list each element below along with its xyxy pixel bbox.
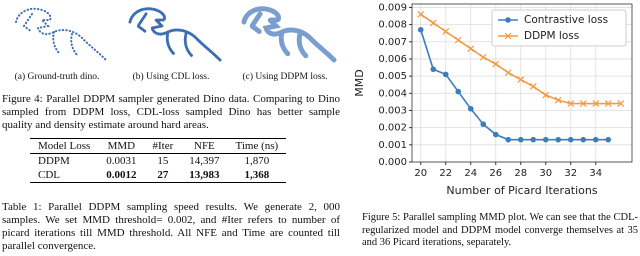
table-caption: Table 1: Parallel DDPM sampling speed re… — [2, 201, 340, 252]
x-tick-label: 32 — [564, 168, 577, 179]
marker — [505, 136, 512, 143]
marker — [504, 69, 512, 77]
marker — [567, 136, 574, 143]
marker — [605, 136, 612, 143]
figure-caption: Figure 5: Parallel sampling MMD plot. We… — [362, 212, 638, 248]
cell: 1,870 — [244, 155, 270, 167]
marker — [479, 53, 487, 61]
y-tick-label: 0.004 — [378, 88, 407, 99]
cell: 13,983 — [189, 169, 220, 181]
y-tick-label: 0.002 — [378, 123, 407, 134]
marker — [554, 96, 562, 104]
marker — [454, 36, 462, 44]
y-tick-label: 0.003 — [378, 105, 407, 116]
marker — [592, 136, 599, 143]
y-tick-label: 0.007 — [378, 37, 407, 48]
y-tick-label: 0.001 — [378, 140, 407, 151]
marker — [480, 121, 487, 128]
dino-ground-truth — [15, 7, 107, 61]
marker — [504, 32, 512, 40]
cell: 27 — [157, 169, 169, 181]
cell: 1,368 — [244, 169, 270, 181]
subcaption: (c) Using DDPM loss. — [242, 72, 328, 82]
marker — [467, 105, 474, 112]
cell: 0.0031 — [106, 155, 137, 167]
x-axis-label: Number of Picard Iterations — [446, 184, 597, 197]
header-cell: NFE — [194, 140, 215, 152]
marker — [442, 28, 450, 35]
dino-cdl — [128, 7, 222, 62]
results-table: Model Loss MMD #Iter NFE Time (ns) DDPM … — [30, 138, 287, 183]
header-cell: Model Loss — [38, 140, 91, 152]
y-axis-label: MMD — [353, 69, 366, 96]
subcaption: (a) Ground-truth dino. — [14, 72, 100, 82]
marker — [592, 100, 600, 108]
marker — [529, 83, 537, 90]
marker — [492, 60, 500, 68]
y-tick-label: 0.006 — [378, 54, 407, 65]
marker — [530, 136, 537, 143]
header-cell: MMD — [107, 140, 136, 152]
x-tick-label: 24 — [464, 168, 477, 179]
marker — [517, 136, 524, 143]
figure-caption: Figure 4: Parallel DDPM sampler generate… — [2, 93, 340, 131]
plot-frame — [411, 3, 633, 163]
subcaption: (b) Using CDL loss. — [132, 72, 210, 82]
y-tick-label: 0.009 — [378, 2, 407, 13]
marker — [604, 100, 612, 108]
header-cell: #Iter — [152, 140, 174, 152]
x-tick-label: 34 — [589, 168, 602, 179]
marker — [429, 19, 437, 27]
dino-images — [15, 0, 345, 70]
marker — [417, 26, 424, 33]
marker — [542, 136, 549, 143]
x-tick-label: 20 — [414, 168, 427, 179]
marker — [442, 71, 449, 78]
y-tick-label: 0.000 — [378, 157, 407, 168]
marker — [430, 66, 437, 73]
marker — [567, 100, 575, 108]
dino-ddpm — [244, 9, 334, 60]
x-tick-label: 22 — [439, 168, 452, 179]
legend-label: DDPM loss — [524, 30, 579, 42]
x-tick-label: 26 — [489, 168, 502, 179]
marker — [492, 131, 499, 138]
cell: 15 — [157, 155, 169, 167]
cell: 14,397 — [189, 155, 220, 167]
x-tick-label: 30 — [539, 168, 552, 179]
x-tick-label: 28 — [514, 168, 527, 179]
legend-label: Contrastive loss — [524, 14, 608, 26]
marker — [617, 100, 625, 108]
marker — [580, 136, 587, 143]
marker — [455, 88, 462, 95]
header-cell: Time (ns) — [235, 140, 279, 152]
chart: MMD Number of Picard Iterations 0.000 0.0… — [353, 2, 633, 197]
cell: CDL — [38, 169, 60, 181]
marker — [467, 45, 475, 53]
marker — [417, 10, 425, 18]
y-tick-label: 0.005 — [378, 71, 407, 82]
cell: 0.0012 — [106, 169, 137, 181]
marker — [542, 91, 550, 99]
marker — [579, 100, 587, 108]
legend-box — [491, 9, 627, 47]
y-tick-label: 0.008 — [378, 20, 407, 31]
marker — [517, 76, 525, 83]
cell: DDPM — [38, 155, 70, 167]
series-line — [419, 29, 609, 141]
marker — [505, 17, 511, 23]
marker — [555, 136, 562, 143]
